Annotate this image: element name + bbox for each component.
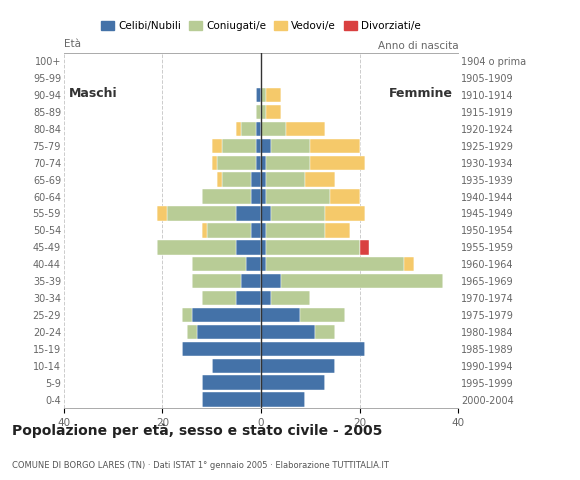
- Bar: [256, 88, 261, 102]
- Bar: [261, 223, 266, 238]
- Bar: [261, 105, 266, 119]
- Bar: [261, 88, 266, 102]
- Bar: [316, 324, 335, 339]
- Bar: [222, 172, 251, 187]
- Bar: [261, 240, 266, 254]
- Bar: [266, 105, 281, 119]
- Bar: [261, 359, 335, 373]
- Bar: [202, 291, 237, 305]
- Bar: [261, 172, 266, 187]
- Bar: [192, 308, 261, 322]
- Bar: [261, 392, 305, 407]
- Bar: [251, 172, 261, 187]
- Bar: [241, 274, 261, 288]
- Bar: [182, 308, 192, 322]
- Text: COMUNE DI BORGO LARES (TN) · Dati ISTAT 1° gennaio 2005 · Elaborazione TUTTITALI: COMUNE DI BORGO LARES (TN) · Dati ISTAT …: [12, 461, 389, 470]
- Bar: [202, 392, 261, 407]
- Bar: [261, 324, 316, 339]
- Bar: [241, 122, 256, 136]
- Bar: [251, 190, 261, 204]
- Bar: [310, 139, 360, 153]
- Bar: [360, 240, 369, 254]
- Bar: [237, 291, 261, 305]
- Bar: [187, 324, 197, 339]
- Bar: [300, 308, 345, 322]
- Bar: [404, 257, 414, 271]
- Bar: [271, 291, 310, 305]
- Bar: [212, 359, 261, 373]
- Bar: [266, 240, 360, 254]
- Bar: [246, 257, 261, 271]
- Bar: [261, 274, 281, 288]
- Bar: [182, 342, 261, 356]
- Bar: [266, 172, 305, 187]
- Bar: [212, 156, 217, 170]
- Bar: [310, 156, 365, 170]
- Bar: [305, 172, 335, 187]
- Bar: [261, 375, 325, 390]
- Bar: [202, 223, 206, 238]
- Bar: [261, 139, 271, 153]
- Bar: [206, 223, 251, 238]
- Text: Maschi: Maschi: [68, 86, 117, 100]
- Bar: [271, 206, 325, 221]
- Bar: [237, 122, 241, 136]
- Bar: [266, 88, 281, 102]
- Bar: [237, 240, 261, 254]
- Text: Femmine: Femmine: [389, 86, 454, 100]
- Bar: [266, 156, 310, 170]
- Bar: [192, 274, 241, 288]
- Bar: [261, 257, 266, 271]
- Bar: [261, 156, 266, 170]
- Bar: [281, 274, 444, 288]
- Bar: [212, 139, 222, 153]
- Text: Anno di nascita: Anno di nascita: [378, 41, 458, 51]
- Bar: [157, 206, 167, 221]
- Bar: [266, 257, 404, 271]
- Bar: [266, 223, 325, 238]
- Bar: [167, 206, 237, 221]
- Bar: [202, 375, 261, 390]
- Bar: [285, 122, 325, 136]
- Bar: [251, 223, 261, 238]
- Bar: [157, 240, 237, 254]
- Text: Popolazione per età, sesso e stato civile - 2005: Popolazione per età, sesso e stato civil…: [12, 424, 382, 438]
- Bar: [237, 206, 261, 221]
- Bar: [261, 291, 271, 305]
- Bar: [261, 190, 266, 204]
- Bar: [256, 105, 261, 119]
- Bar: [222, 139, 256, 153]
- Bar: [217, 172, 222, 187]
- Bar: [271, 139, 310, 153]
- Bar: [261, 206, 271, 221]
- Bar: [261, 122, 285, 136]
- Bar: [202, 190, 251, 204]
- Bar: [256, 156, 261, 170]
- Bar: [330, 190, 360, 204]
- Bar: [197, 324, 261, 339]
- Bar: [256, 139, 261, 153]
- Bar: [266, 190, 330, 204]
- Text: Età: Età: [64, 39, 81, 49]
- Legend: Celibi/Nubili, Coniugati/e, Vedovi/e, Divorziati/e: Celibi/Nubili, Coniugati/e, Vedovi/e, Di…: [97, 17, 425, 36]
- Bar: [261, 342, 365, 356]
- Bar: [325, 206, 365, 221]
- Bar: [325, 223, 350, 238]
- Bar: [217, 156, 256, 170]
- Bar: [261, 308, 300, 322]
- Bar: [192, 257, 246, 271]
- Bar: [256, 122, 261, 136]
